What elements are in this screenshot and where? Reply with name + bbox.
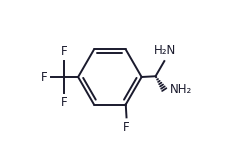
Text: F: F xyxy=(41,71,48,83)
Text: F: F xyxy=(60,45,67,58)
Text: F: F xyxy=(123,121,130,134)
Text: NH₂: NH₂ xyxy=(170,83,192,96)
Text: F: F xyxy=(60,96,67,109)
Text: H₂N: H₂N xyxy=(154,44,176,57)
